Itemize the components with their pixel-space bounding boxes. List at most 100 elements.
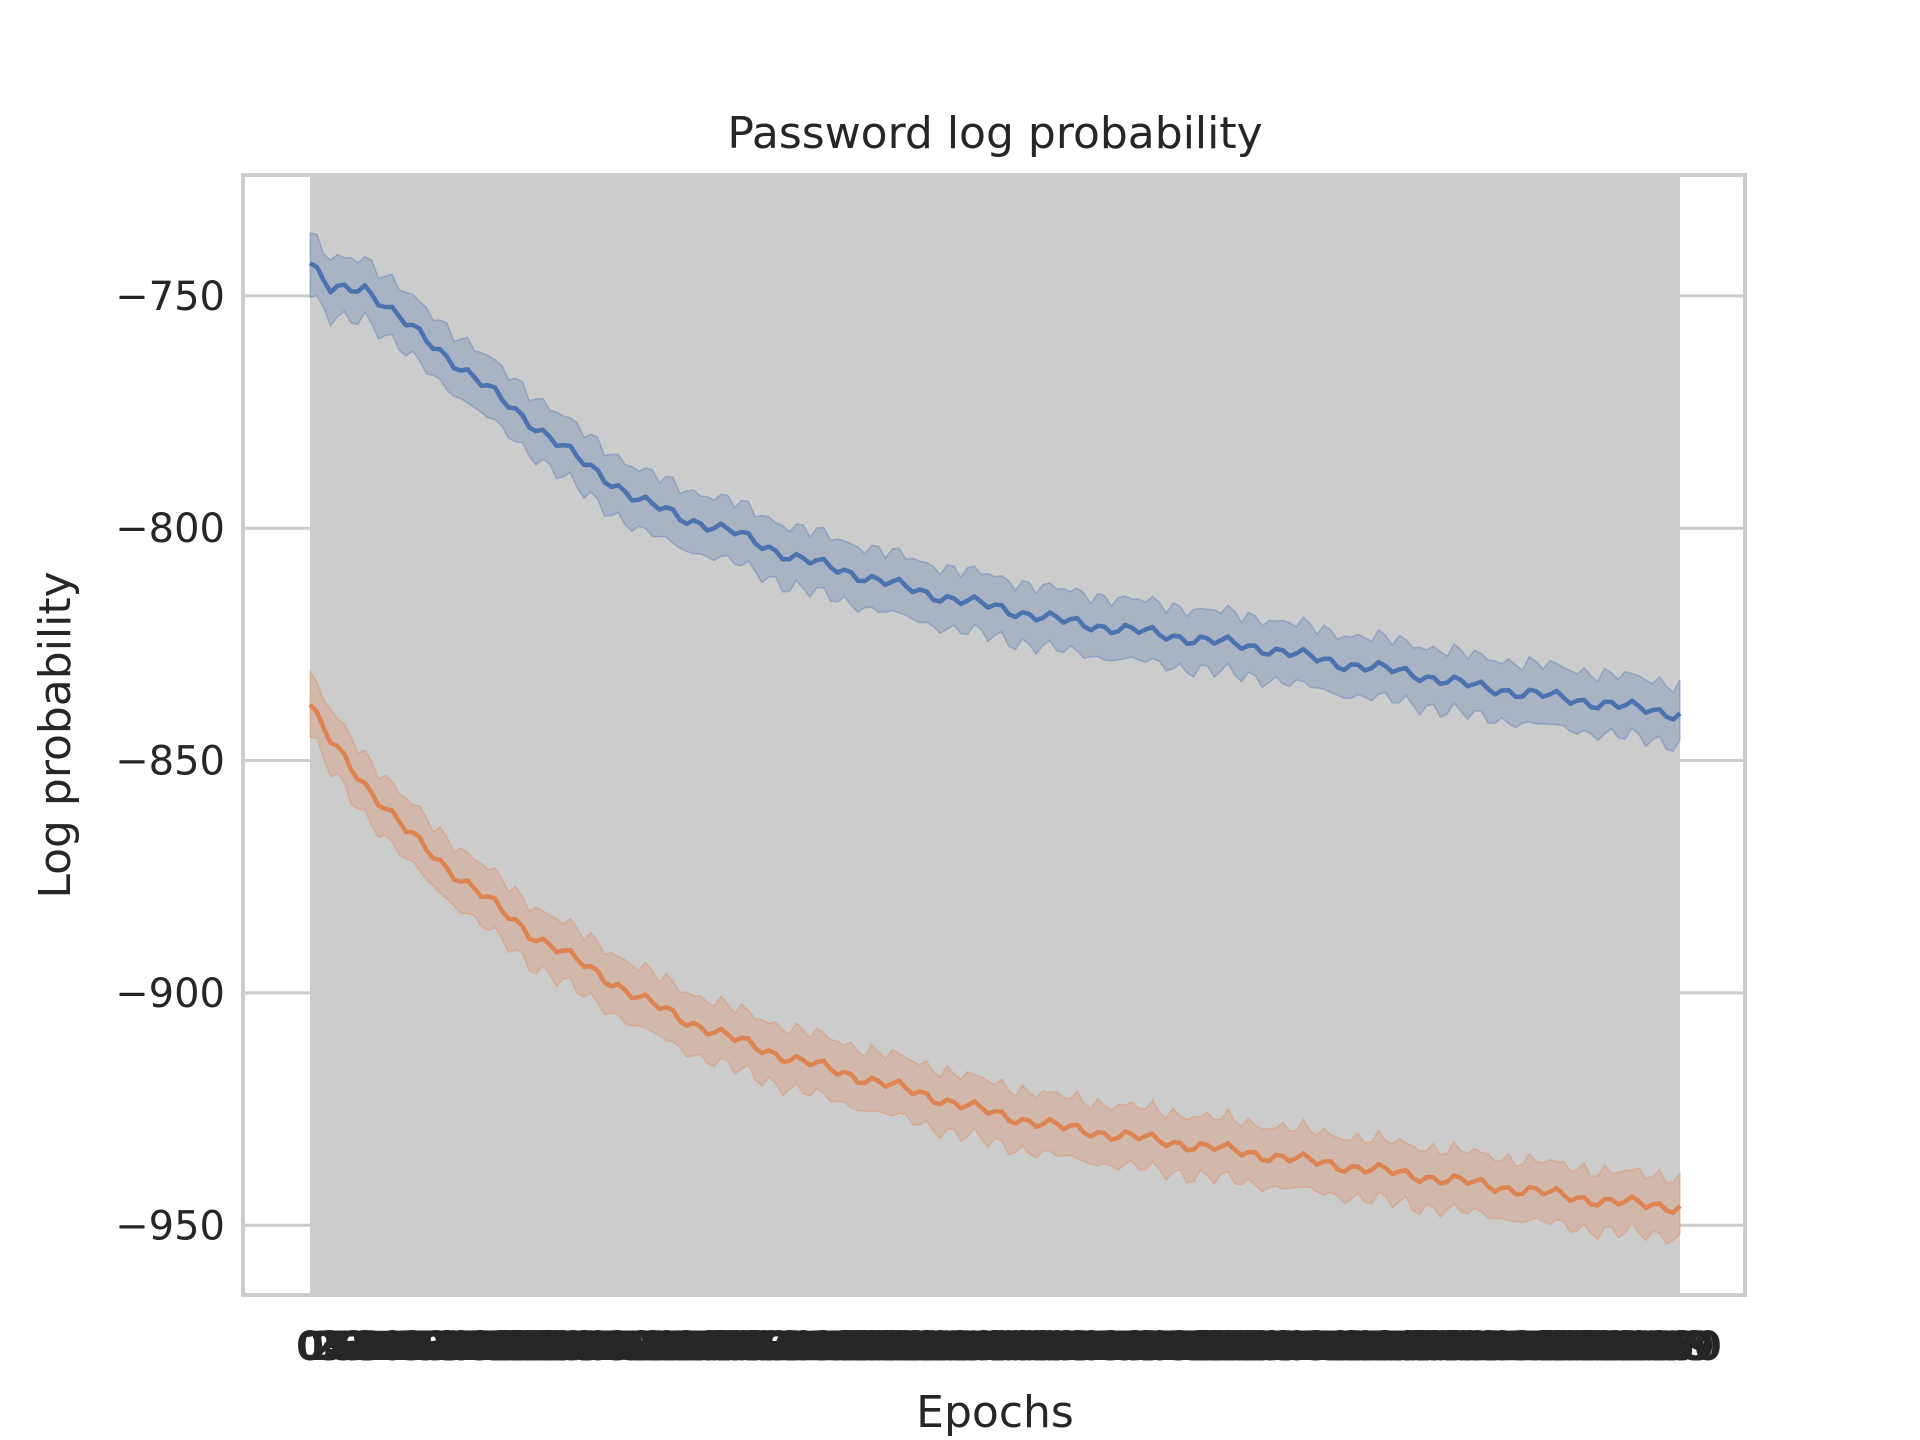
y-tick-label: −800 [115,506,225,552]
x-tick-label: 49 [618,1324,674,1370]
y-tick-label: −900 [115,971,225,1017]
x-tick-label: 194 [1597,1324,1681,1370]
x-tick-label: 43 [577,1324,633,1370]
x-tick-label: 151 [1303,1324,1387,1370]
x-tick-label: 87 [878,1324,934,1370]
x-tick-label: 143 [1248,1324,1332,1370]
x-tick-label: 73 [782,1324,838,1370]
x-tick-label: 167 [1412,1324,1496,1370]
x-tick-label: 59 [686,1324,742,1370]
x-tick-label: 66 [734,1324,790,1370]
x-tick-label: 146 [1268,1324,1352,1370]
x-tick-label: 137 [1207,1324,1291,1370]
x-tick-label: 44 [584,1324,640,1370]
x-tick-label: 155 [1330,1324,1414,1370]
x-tick-label: 4 [323,1324,351,1370]
x-tick-label: 60 [693,1324,749,1370]
x-tick-label: 71 [769,1324,825,1370]
x-tick-label: 156 [1337,1324,1421,1370]
x-tick-label: 136 [1200,1324,1284,1370]
x-tick-label: 139 [1220,1324,1304,1370]
x-tick-label: 127 [1138,1324,1222,1370]
x-tick-label: 126 [1131,1324,1215,1370]
x-range-band [310,175,1680,1295]
series-layer [308,232,1682,1246]
x-tick-label: 163 [1385,1324,1469,1370]
x-tick-label: 86 [871,1324,927,1370]
x-tick-label: 129 [1152,1324,1236,1370]
x-tick-label: 47 [604,1324,660,1370]
x-tick-label: 83 [851,1324,907,1370]
x-tick-label: 54 [652,1324,708,1370]
x-tick-label: 142 [1241,1324,1325,1370]
x-tick-label: 26 [460,1324,516,1370]
x-tick-label: 169 [1426,1324,1510,1370]
x-tick-label: 20 [419,1324,475,1370]
x-tick-label: 114 [1049,1324,1133,1370]
x-tick-label: 3 [317,1324,345,1370]
x-tick-label: 70 [762,1324,818,1370]
x-tick-label: 101 [960,1324,1044,1370]
x-tick-label: 17 [399,1324,455,1370]
x-tick-label: 36 [529,1324,585,1370]
x-tick-label: 112 [1035,1324,1119,1370]
x-tick-label: 74 [789,1324,845,1370]
x-tick-label: 176 [1474,1324,1558,1370]
x-tick-label: 53 [645,1324,701,1370]
x-tick-label: 164 [1392,1324,1476,1370]
x-tick-label: 94 [926,1324,982,1370]
x-tick-label: 56 [666,1324,722,1370]
x-tick-label: 12 [364,1324,420,1370]
x-tick-label: 118 [1077,1324,1161,1370]
x-tick-label: 125 [1125,1324,1209,1370]
x-tick-label: 185 [1536,1324,1620,1370]
x-tick-label: 177 [1481,1324,1565,1370]
x-tick-label: 55 [659,1324,715,1370]
x-tick-label: 157 [1344,1324,1428,1370]
x-tick-label: 191 [1577,1324,1661,1370]
x-tick-label: 67 [741,1324,797,1370]
x-tick-label: 152 [1309,1324,1393,1370]
x-tick-label: 69 [755,1324,811,1370]
x-tick-label: 198 [1625,1324,1709,1370]
x-tick-label: 103 [974,1324,1058,1370]
series-0-confidence-band [309,232,1681,753]
y-tick-label: −750 [115,274,225,320]
x-tick-label: 85 [864,1324,920,1370]
x-tick-label: 107 [1001,1324,1085,1370]
x-tick-label: 31 [495,1324,551,1370]
x-tick-label: 90 [899,1324,955,1370]
x-tick-label: 173 [1453,1324,1537,1370]
x-tick-label: 57 [673,1324,729,1370]
x-tick-label: 160 [1364,1324,1448,1370]
x-tick-label: 58 [679,1324,735,1370]
x-tick-label: 123 [1111,1324,1195,1370]
x-tick-label: 144 [1255,1324,1339,1370]
x-tick-label: 196 [1611,1324,1695,1370]
x-tick-label: 171 [1440,1324,1524,1370]
plot-frame [241,173,1747,1297]
x-tick-label: 159 [1357,1324,1441,1370]
y-tick-labels: −750 −800 −850 −900 −950 [115,274,225,1249]
x-tick-label: 130 [1159,1324,1243,1370]
x-tick-label: 89 [892,1324,948,1370]
x-tick-label: 21 [426,1324,482,1370]
x-tick-label: 76 [803,1324,859,1370]
x-tick-label: 68 [748,1324,804,1370]
x-tick-label: 33 [508,1324,564,1370]
x-tick-label: 13 [371,1324,427,1370]
x-tick-label: 115 [1056,1324,1140,1370]
x-tick-label: 51 [632,1324,688,1370]
x-tick-label: 179 [1494,1324,1578,1370]
x-tick-label: 124 [1118,1324,1202,1370]
x-tick-label: 75 [796,1324,852,1370]
x-tick-label: 113 [1042,1324,1126,1370]
x-tick-label: 2 [310,1324,338,1370]
x-tick-label: 162 [1378,1324,1462,1370]
y-tick-label: −850 [115,739,225,785]
series-1-confidence-band [309,668,1681,1246]
x-tick-label: 165 [1399,1324,1483,1370]
x-tick-label: 16 [392,1324,448,1370]
x-tick-label: 95 [933,1324,989,1370]
